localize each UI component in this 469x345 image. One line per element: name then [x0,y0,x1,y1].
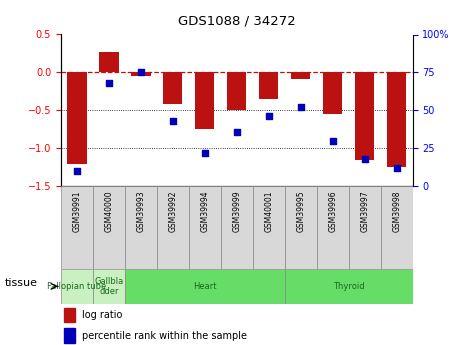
Point [201,150,209,156]
Bar [291,72,310,79]
Text: GSM40000: GSM40000 [105,190,113,232]
Bar [99,52,119,72]
Bar [221,186,253,269]
Text: Thyroid: Thyroid [333,282,364,291]
Bar [285,269,413,304]
Bar [195,72,214,129]
Bar [349,186,381,269]
Text: log ratio: log ratio [82,310,122,320]
Text: GSM39994: GSM39994 [200,190,209,232]
Bar [64,308,75,322]
Bar [131,72,151,76]
Bar [157,186,189,269]
Point [105,80,113,86]
Bar [189,186,221,269]
Bar [387,72,406,167]
Bar [93,186,125,269]
Bar [68,72,87,164]
Bar [163,72,182,104]
Point [137,70,144,75]
Bar [227,72,246,110]
Text: tissue: tissue [5,278,38,288]
Text: GSM39999: GSM39999 [232,190,242,232]
Bar [323,72,342,114]
Text: GSM39996: GSM39996 [328,190,337,232]
Point [233,129,241,135]
Text: Gallbla
dder: Gallbla dder [94,277,123,296]
Text: GSM40001: GSM40001 [265,190,273,232]
Bar [61,186,93,269]
Bar [125,186,157,269]
Bar [381,186,413,269]
Bar [93,269,125,304]
Point [393,165,401,171]
Text: GSM39995: GSM39995 [296,190,305,232]
Bar [125,269,285,304]
Point [297,105,304,110]
Text: percentile rank within the sample: percentile rank within the sample [82,331,247,341]
Text: GDS1088 / 34272: GDS1088 / 34272 [178,14,296,28]
Bar [64,328,75,343]
Bar [61,269,93,304]
Bar [317,186,349,269]
Point [169,118,177,124]
Text: Heart: Heart [193,282,217,291]
Point [361,156,369,162]
Text: GSM39991: GSM39991 [72,190,82,232]
Point [73,168,81,174]
Bar [285,186,317,269]
Bar [253,186,285,269]
Bar [259,72,279,99]
Text: GSM39992: GSM39992 [168,190,177,232]
Bar [355,72,374,160]
Point [329,138,337,144]
Text: GSM39993: GSM39993 [136,190,145,232]
Text: GSM39997: GSM39997 [360,190,369,232]
Text: GSM39998: GSM39998 [392,190,401,232]
Point [265,114,272,119]
Text: Fallopian tube: Fallopian tube [47,282,106,291]
